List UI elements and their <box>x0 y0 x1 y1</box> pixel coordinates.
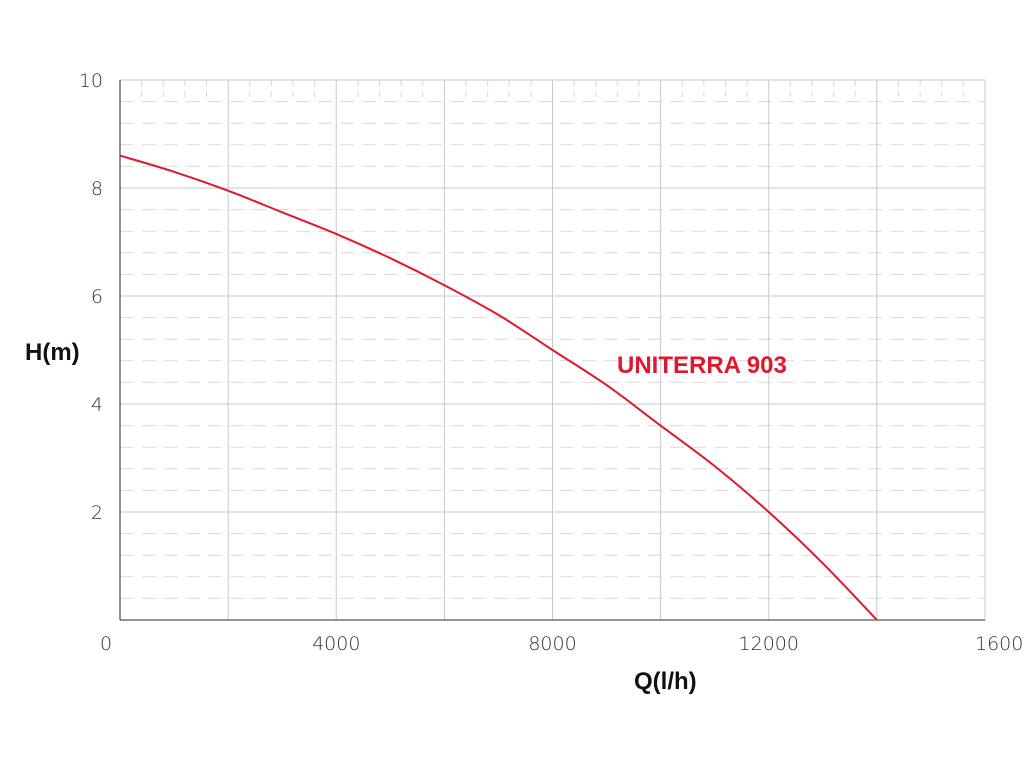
x-tick-label: 16000 <box>975 633 1024 655</box>
series-name-label: UNITERRA 903 <box>617 352 787 379</box>
x-tick-label: 4000 <box>312 633 360 655</box>
y-tick-label: 2 <box>91 502 103 524</box>
y-tick-label: 10 <box>79 70 103 92</box>
series-line-0 <box>119 154 878 621</box>
tick-labels: 2 4 6 8 10 0 4000 8000 12000 16000 <box>79 70 1024 655</box>
x-tick-label: 0 <box>100 633 112 655</box>
minor-grid <box>120 80 985 599</box>
x-axis-label: Q(l/h) <box>634 668 697 695</box>
y-tick-label: 4 <box>91 394 103 416</box>
y-axis-label: H(m) <box>25 339 80 366</box>
series-layer <box>119 154 878 621</box>
x-tick-label: 8000 <box>528 633 576 655</box>
axes <box>119 80 985 621</box>
x-tick-label: 12000 <box>739 633 799 655</box>
y-tick-label: 8 <box>91 178 103 200</box>
major-grid <box>120 79 986 620</box>
y-tick-label: 6 <box>91 286 103 308</box>
